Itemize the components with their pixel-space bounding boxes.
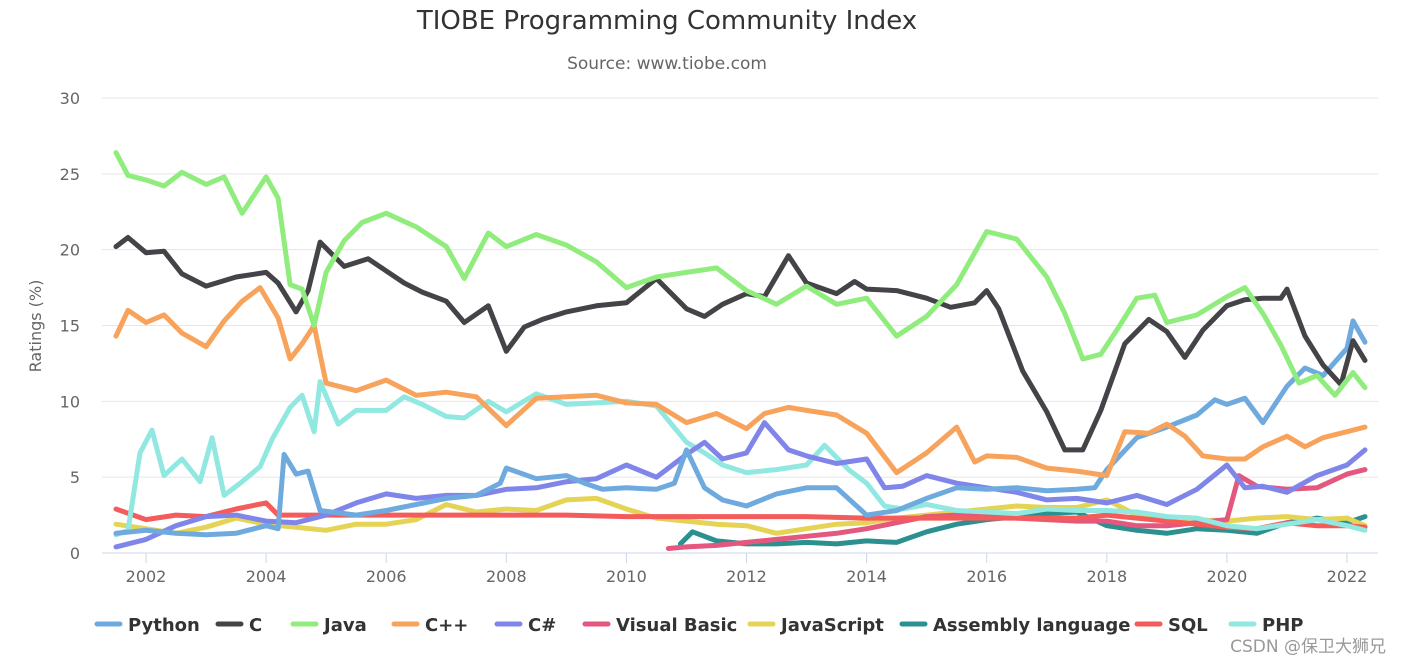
legend-label: Java <box>322 615 367 636</box>
y-tick-label: 5 <box>70 468 80 487</box>
legend-label: C# <box>528 615 556 636</box>
x-tick-label: 2008 <box>486 567 527 586</box>
legend-item-javascript[interactable]: JavaScript <box>747 615 884 636</box>
series-line-c- <box>113 420 1368 550</box>
legend-label: C <box>249 615 262 636</box>
x-tick-label: 2006 <box>366 567 407 586</box>
legend-item-c-[interactable]: C++ <box>391 615 468 636</box>
legend-label: PHP <box>1262 615 1303 636</box>
y-tick-label: 10 <box>60 392 80 411</box>
x-tick-label: 2004 <box>246 567 287 586</box>
legend-label: SQL <box>1168 615 1208 636</box>
legend-label: C++ <box>425 615 468 636</box>
x-tick-label: 2020 <box>1207 567 1248 586</box>
legend-item-assembly-language[interactable]: Assembly language <box>899 615 1130 636</box>
chart-subtitle: Source: www.tiobe.com <box>567 54 767 74</box>
y-tick-label: 25 <box>60 165 80 184</box>
legend-item-php[interactable]: PHP <box>1228 615 1303 636</box>
legend-label: Visual Basic <box>616 615 737 636</box>
y-tick-label: 15 <box>60 317 80 336</box>
x-tick-label: 2002 <box>126 567 167 586</box>
legend-item-sql[interactable]: SQL <box>1134 615 1208 636</box>
legend-item-c[interactable]: C <box>215 615 262 636</box>
x-tick-label: 2014 <box>846 567 887 586</box>
legend-item-visual-basic[interactable]: Visual Basic <box>582 615 737 636</box>
legend: Python C Java C++ C# Visual Basic JavaScript As… <box>94 615 1303 636</box>
series-lines <box>113 150 1368 551</box>
legend-label: JavaScript <box>779 615 884 636</box>
series-line-c- <box>113 285 1368 479</box>
legend-item-python[interactable]: Python <box>94 615 200 636</box>
x-tick-label: 2016 <box>966 567 1007 586</box>
legend-label: Python <box>128 615 200 636</box>
y-tick-label: 0 <box>70 544 80 563</box>
x-tick-label: 2010 <box>606 567 647 586</box>
y-axis-ticks: 0 5 10 15 20 25 30 <box>60 89 80 563</box>
x-axis-ticks: 2002 2004 2006 2008 2010 2012 2014 2016 2018 2020… <box>126 553 1368 586</box>
watermark-text: CSDN @保卫大狮兄 <box>1230 637 1386 657</box>
chart-title: TIOBE Programming Community Index <box>416 6 917 36</box>
x-tick-label: 2022 <box>1327 567 1368 586</box>
y-axis-label: Ratings (%) <box>26 280 45 373</box>
legend-item-c-[interactable]: C# <box>494 615 556 636</box>
series-line-java <box>113 150 1368 398</box>
series-line-python <box>113 318 1368 538</box>
x-tick-label: 2012 <box>726 567 767 586</box>
y-tick-label: 20 <box>60 241 80 260</box>
y-tick-label: 30 <box>60 89 80 108</box>
x-tick-label: 2018 <box>1086 567 1127 586</box>
legend-item-java[interactable]: Java <box>290 615 367 636</box>
legend-label: Assembly language <box>933 615 1130 636</box>
